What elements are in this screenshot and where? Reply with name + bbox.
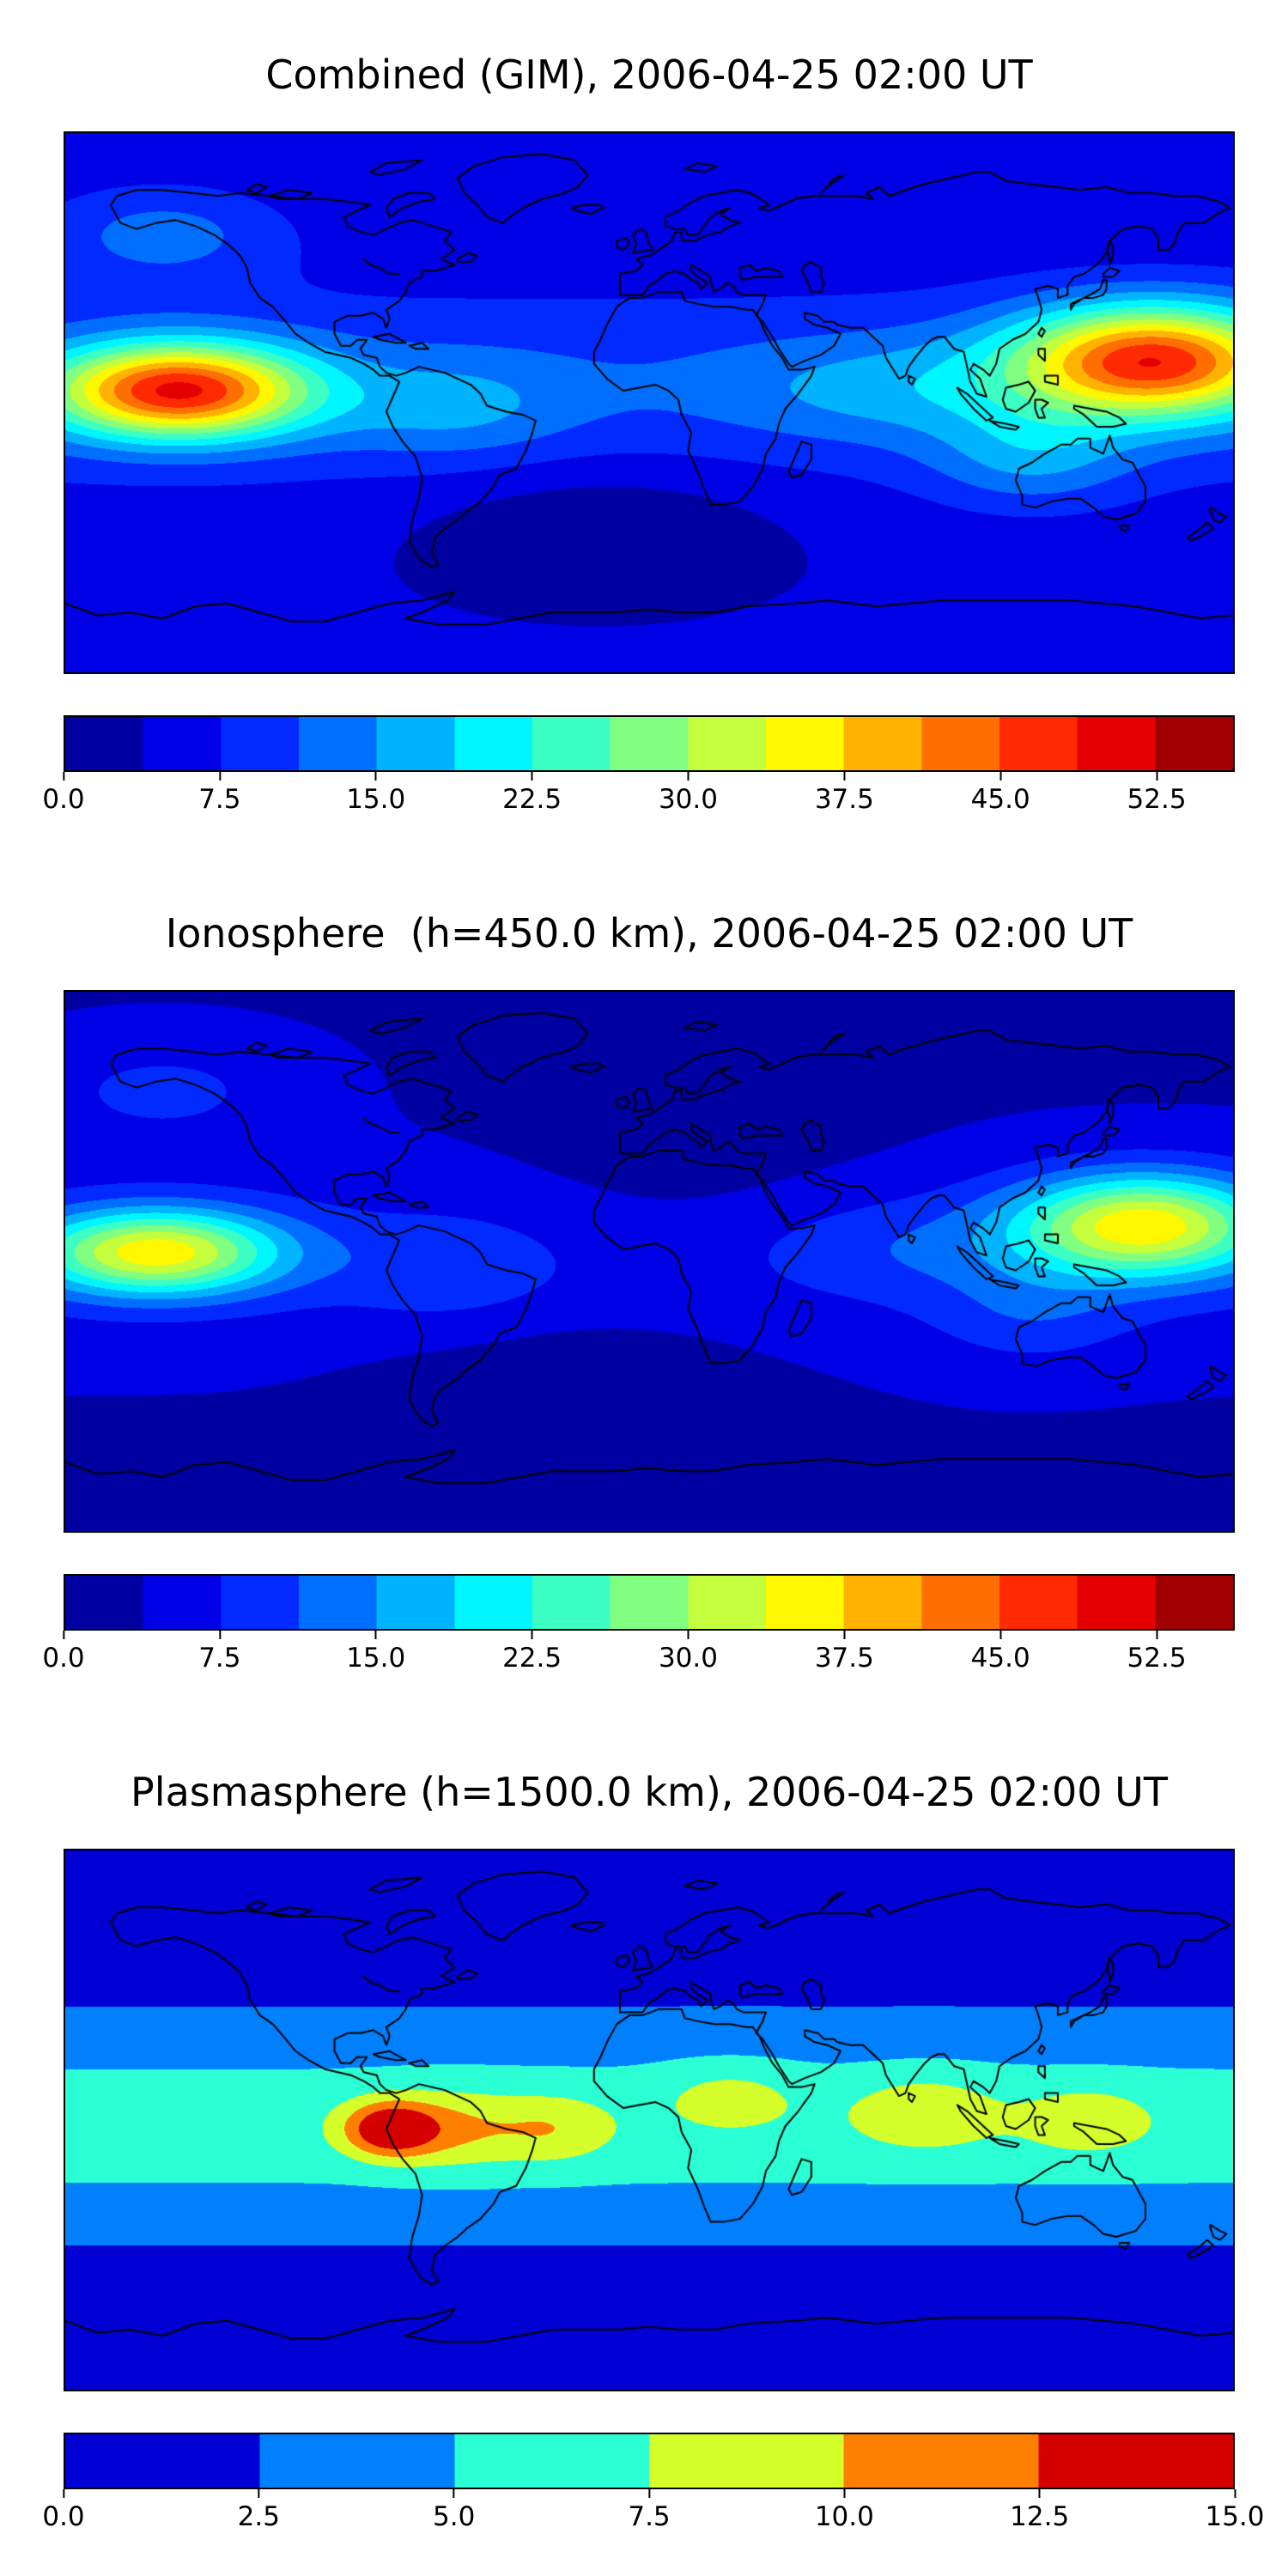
panel-plasmasphere: Plasmasphere (h=1500.0 km), 2006-04-25 0… xyxy=(0,1717,1288,2576)
colorbar-tick-label: 0.0 xyxy=(42,784,85,816)
colorbar-tick-label: 10.0 xyxy=(814,2501,874,2533)
colorbar-tick-label: 15.0 xyxy=(346,1643,406,1674)
panel-title-plasmasphere: Plasmasphere (h=1500.0 km), 2006-04-25 0… xyxy=(131,1769,1168,1815)
colorbar-tick-label: 52.5 xyxy=(1127,1643,1187,1674)
panel-combined: Combined (GIM), 2006-04-25 02:00 UT 0.0 7… xyxy=(0,0,1288,859)
colorbar-tick-label: 52.5 xyxy=(1127,784,1187,816)
colorbar-tick-label: 15.0 xyxy=(346,784,406,816)
colorbar-tick-label: 37.5 xyxy=(814,1643,874,1674)
colorbar-tick-label: 45.0 xyxy=(970,1643,1030,1674)
colorbar-combined xyxy=(64,715,1235,773)
map-canvas-plasmasphere xyxy=(65,1850,1233,2391)
colorbar-ticks-ionosphere: 0.0 7.5 15.0 22.5 30.0 37.5 45.0 52.5 xyxy=(42,1631,1235,1682)
colorbar-tick-label: 45.0 xyxy=(970,784,1030,816)
colorbar-ticks-combined: 0.0 7.5 15.0 22.5 30.0 37.5 45.0 52.5 xyxy=(42,772,1235,823)
panel-title-combined: Combined (GIM), 2006-04-25 02:00 UT xyxy=(265,52,1033,98)
colorbar-tick-label: 5.0 xyxy=(433,2501,476,2533)
map-ionosphere xyxy=(64,990,1235,1534)
colorbar-tick-label: 12.5 xyxy=(1010,2501,1070,2533)
colorbar-ionosphere xyxy=(64,1574,1235,1631)
panel-title-ionosphere: Ionosphere (h=450.0 km), 2006-04-25 02:0… xyxy=(165,910,1133,957)
colorbar-tick-label: 7.5 xyxy=(198,1643,241,1674)
colorbar-tick-label: 0.0 xyxy=(42,1643,85,1674)
map-canvas-combined xyxy=(65,133,1233,673)
colorbar-ticks-plasmasphere: 0.0 2.5 5.0 7.5 10.0 12.5 15.0 xyxy=(42,2489,1264,2541)
colorbar-tick-label: 15.0 xyxy=(1205,2501,1265,2533)
colorbar-tick-label: 2.5 xyxy=(237,2501,280,2533)
colorbar-tick-label: 22.5 xyxy=(502,784,562,816)
colorbar-tick-label: 7.5 xyxy=(628,2501,671,2533)
panel-ionosphere: Ionosphere (h=450.0 km), 2006-04-25 02:0… xyxy=(0,859,1288,1717)
colorbar-tick-label: 30.0 xyxy=(658,784,718,816)
map-combined xyxy=(64,131,1235,675)
colorbar-plasmasphere xyxy=(64,2433,1235,2490)
colorbar-tick-label: 30.0 xyxy=(658,1643,718,1674)
map-canvas-ionosphere xyxy=(65,992,1233,1532)
colorbar-tick-label: 7.5 xyxy=(198,784,241,816)
colorbar-tick-label: 22.5 xyxy=(502,1643,562,1674)
colorbar-tick-label: 37.5 xyxy=(814,784,874,816)
colorbar-tick-label: 0.0 xyxy=(42,2501,85,2533)
map-plasmasphere xyxy=(64,1849,1235,2392)
